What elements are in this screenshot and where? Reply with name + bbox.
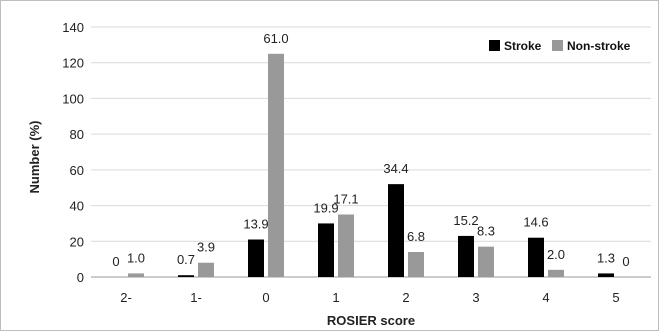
bar-non-stroke-0 (268, 53, 284, 278)
x-tick-label: 1 (332, 290, 339, 305)
y-tick-label: 60 (70, 163, 84, 178)
y-tick-label: 80 (70, 127, 84, 142)
bar-non-stroke-4 (548, 269, 564, 277)
data-label-stroke: 0 (112, 254, 119, 269)
y-tick-label: 0 (77, 270, 84, 285)
bar-non-stroke-2 (128, 273, 144, 277)
data-label-stroke: 15.2 (453, 213, 478, 228)
bar-stroke-3 (458, 235, 474, 277)
legend-label-stroke: Stroke (504, 39, 542, 53)
data-label-stroke: 19.9 (313, 200, 338, 215)
data-label-stroke: 0.7 (177, 252, 195, 267)
x-tick-label: 4 (542, 290, 549, 305)
legend-swatch-non-stroke (552, 40, 563, 51)
data-label-non-stroke: 6.8 (407, 229, 425, 244)
legend-swatch-stroke (489, 40, 500, 51)
bar-stroke-0 (248, 239, 264, 277)
data-label-non-stroke: 2.0 (547, 247, 565, 262)
data-label-non-stroke: 17.1 (333, 192, 358, 207)
bar-stroke-1 (178, 275, 194, 277)
bars (128, 53, 614, 278)
data-label-non-stroke: 0 (622, 254, 629, 269)
bar-stroke-5 (598, 273, 614, 277)
y-tick-label: 140 (62, 20, 84, 35)
y-tick-labels: 0 20 40 60 80 100 120 140 (62, 20, 84, 285)
bar-non-stroke-1 (338, 214, 354, 277)
data-label-stroke: 34.4 (383, 161, 408, 176)
y-tick-label: 40 (70, 199, 84, 214)
y-tick-label: 100 (62, 91, 84, 106)
data-label-stroke: 13.9 (243, 217, 268, 232)
data-label-non-stroke: 3.9 (197, 240, 215, 255)
y-tick-label: 120 (62, 56, 84, 71)
bar-stroke-4 (528, 237, 544, 277)
x-tick-label: 1- (190, 290, 202, 305)
bar-non-stroke-1 (198, 262, 214, 277)
x-tick-label: 0 (262, 290, 269, 305)
bar-stroke-1 (318, 223, 334, 277)
data-labels: 0 1.0 0.73.9 13.9 61.0 19.917.1 34.4 6.8 15.28.3… (112, 31, 629, 269)
data-label-stroke: 14.6 (523, 215, 548, 230)
legend-label-non-stroke: Non-stroke (567, 39, 631, 53)
gridlines (91, 26, 651, 278)
data-label-non-stroke: 8.3 (477, 224, 495, 239)
bar-stroke-2 (388, 184, 404, 277)
data-label-non-stroke: 61.0 (263, 31, 288, 46)
x-tick-label: 5 (612, 290, 619, 305)
legend: Stroke Non-stroke (489, 39, 631, 53)
x-tick-label: 3 (472, 290, 479, 305)
x-tick-labels: 2- 1- 0 1 2 3 4 5 (120, 290, 619, 305)
data-label-non-stroke: 1.0 (127, 250, 145, 265)
bar-non-stroke-3 (478, 246, 494, 277)
x-tick-label: 2 (402, 290, 409, 305)
data-label-stroke: 1.3 (597, 250, 615, 265)
bar-non-stroke-2 (408, 252, 424, 277)
y-tick-label: 20 (70, 234, 84, 249)
x-axis-title: ROSIER score (327, 313, 415, 328)
x-tick-label: 2- (120, 290, 132, 305)
y-axis-title: Number (%) (27, 121, 42, 194)
